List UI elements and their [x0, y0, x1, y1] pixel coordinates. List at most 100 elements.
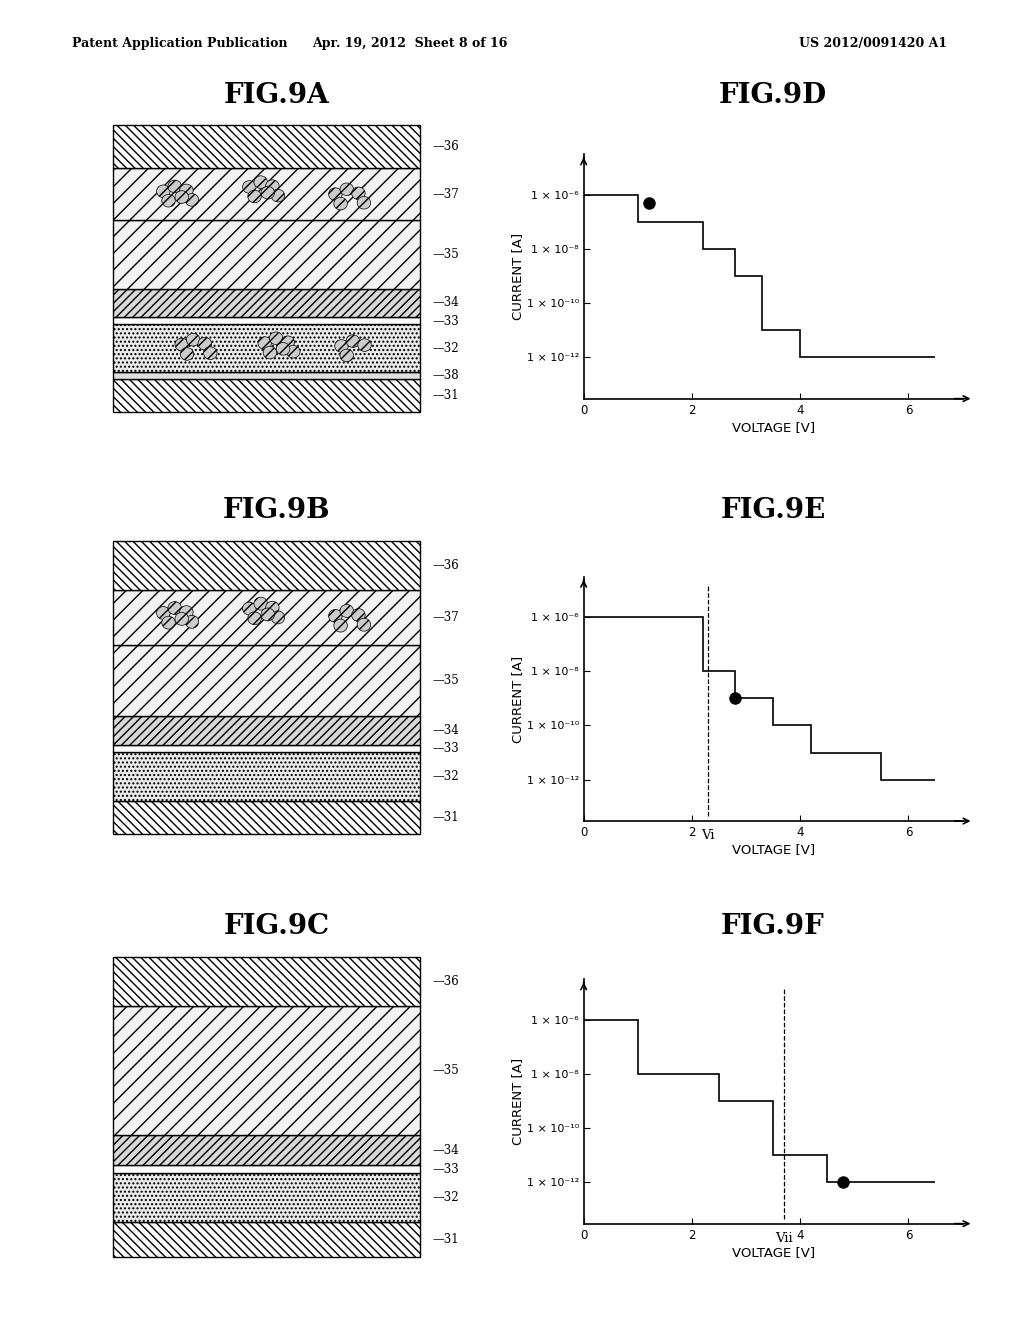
Circle shape [157, 607, 170, 619]
Bar [113, 645, 420, 715]
Bar [113, 379, 420, 412]
Circle shape [340, 348, 353, 362]
Text: —36: —36 [432, 975, 459, 989]
Circle shape [185, 194, 199, 206]
Text: —31: —31 [432, 810, 459, 824]
Bar [113, 1222, 420, 1257]
Circle shape [357, 197, 371, 209]
Text: —36: —36 [432, 140, 459, 153]
Text: Vii: Vii [775, 1232, 793, 1245]
Bar [113, 325, 420, 372]
Circle shape [357, 339, 372, 351]
Circle shape [258, 337, 271, 350]
Circle shape [243, 602, 256, 615]
Circle shape [265, 180, 280, 193]
Circle shape [157, 185, 170, 198]
Text: FIG.9C: FIG.9C [223, 913, 330, 940]
Text: Vi: Vi [701, 829, 715, 842]
Circle shape [265, 602, 280, 614]
Circle shape [179, 183, 194, 197]
Circle shape [271, 189, 285, 202]
Circle shape [254, 597, 267, 610]
Text: —36: —36 [432, 560, 459, 572]
Text: —37: —37 [432, 187, 459, 201]
Circle shape [276, 342, 290, 355]
Circle shape [175, 612, 188, 626]
Circle shape [287, 346, 300, 358]
Circle shape [198, 338, 212, 350]
Circle shape [261, 609, 274, 620]
Circle shape [186, 334, 200, 346]
Bar [113, 752, 420, 800]
Text: FIG.9D: FIG.9D [719, 82, 827, 108]
Text: —33: —33 [432, 742, 459, 755]
X-axis label: VOLTAGE [V]: VOLTAGE [V] [731, 843, 815, 857]
Bar [113, 317, 420, 325]
Circle shape [340, 605, 353, 618]
Text: —33: —33 [432, 314, 459, 327]
Text: —32: —32 [432, 770, 459, 783]
Circle shape [346, 335, 359, 347]
X-axis label: VOLTAGE [V]: VOLTAGE [V] [731, 421, 815, 434]
Text: —31: —31 [432, 1233, 459, 1246]
Text: FIG.9F: FIG.9F [721, 913, 825, 940]
Circle shape [204, 347, 217, 359]
Bar [113, 169, 420, 220]
Bar [113, 957, 420, 1006]
Text: —32: —32 [432, 342, 459, 355]
Text: —35: —35 [432, 1064, 459, 1077]
Circle shape [168, 602, 181, 614]
Circle shape [357, 618, 371, 631]
Circle shape [335, 339, 348, 352]
Circle shape [162, 616, 175, 630]
Circle shape [168, 180, 181, 193]
Circle shape [162, 194, 175, 207]
Circle shape [175, 338, 188, 351]
Text: —33: —33 [432, 1163, 459, 1176]
Circle shape [261, 186, 274, 199]
Circle shape [263, 346, 276, 359]
Circle shape [281, 335, 295, 348]
Text: FIG.9A: FIG.9A [223, 82, 330, 108]
Text: Patent Application Publication: Patent Application Publication [72, 37, 287, 50]
Bar [113, 1135, 420, 1166]
Circle shape [271, 611, 285, 624]
Circle shape [248, 612, 261, 624]
Bar [113, 744, 420, 752]
Circle shape [351, 187, 366, 199]
Text: —38: —38 [432, 368, 459, 381]
Y-axis label: CURRENT [A]: CURRENT [A] [511, 655, 524, 743]
Circle shape [340, 183, 353, 195]
Text: —31: —31 [432, 389, 459, 403]
Text: FIG.9B: FIG.9B [223, 498, 330, 524]
Text: —37: —37 [432, 611, 459, 624]
Text: —35: —35 [432, 248, 459, 261]
Circle shape [334, 619, 347, 632]
Circle shape [351, 609, 366, 622]
Text: —34: —34 [432, 723, 459, 737]
Text: US 2012/0091420 A1: US 2012/0091420 A1 [799, 37, 947, 50]
Bar [113, 1006, 420, 1135]
Bar [113, 125, 420, 169]
Text: —34: —34 [432, 297, 459, 309]
Circle shape [269, 331, 283, 345]
Bar [113, 1166, 420, 1172]
Circle shape [185, 615, 199, 628]
Text: Apr. 19, 2012  Sheet 8 of 16: Apr. 19, 2012 Sheet 8 of 16 [312, 37, 507, 50]
Bar [113, 590, 420, 645]
Bar [113, 1172, 420, 1222]
Circle shape [243, 181, 256, 193]
Text: —34: —34 [432, 1143, 459, 1156]
Y-axis label: CURRENT [A]: CURRENT [A] [511, 1057, 524, 1146]
Circle shape [334, 197, 347, 210]
Circle shape [248, 190, 261, 203]
Bar [113, 541, 420, 590]
Text: —35: —35 [432, 675, 459, 686]
Circle shape [254, 176, 267, 189]
Circle shape [329, 610, 342, 622]
Circle shape [179, 606, 194, 619]
X-axis label: VOLTAGE [V]: VOLTAGE [V] [731, 1246, 815, 1259]
Bar [113, 800, 420, 834]
Circle shape [329, 187, 342, 201]
Bar [113, 289, 420, 317]
